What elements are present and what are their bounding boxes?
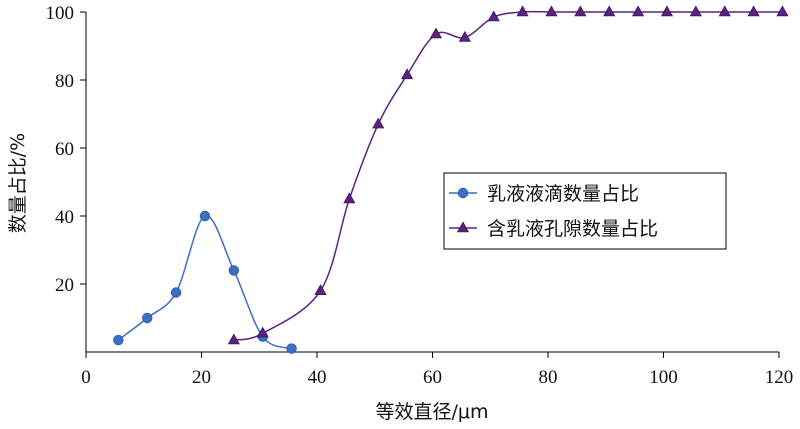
series-1 [113,210,297,354]
legend-box [443,172,727,250]
x-tick-label: 0 [81,367,91,388]
x-tick-label: 120 [765,367,794,388]
data-point [228,265,240,276]
data-point [227,333,240,345]
y-tick-label: 100 [46,3,75,24]
data-point [256,326,269,338]
data-point [113,334,124,346]
data-point [718,5,731,17]
data-point [142,312,153,324]
data-point [689,5,702,17]
series-2 [227,5,789,345]
data-point [747,5,760,17]
y-tick-label: 40 [55,207,74,228]
x-tick-label: 20 [192,367,211,388]
y-tick-label: 20 [55,275,74,296]
data-point [603,5,616,17]
x-axis-title: 等效直径/μm [376,401,489,423]
legend-marker-series-2 [456,221,470,233]
x-tick-label: 60 [423,367,442,388]
series-layer [113,5,789,354]
data-point [574,5,587,17]
data-point [545,5,558,17]
data-point [458,30,471,42]
data-point [314,284,327,296]
legend: 乳液液滴数量占比 含乳液孔隙数量占比 [443,172,727,250]
data-point [343,192,356,204]
x-tick-label: 40 [308,367,327,388]
data-point [516,5,529,17]
data-point [170,287,182,298]
y-tick-label: 60 [55,139,74,160]
y-axis-title: 数量占比/% [7,133,29,233]
y-tick-label: 80 [55,71,74,92]
legend-label-series-2: 含乳液孔隙数量占比 [487,218,658,240]
data-point [372,117,385,129]
data-point [776,5,789,17]
x-tick-label: 80 [539,367,558,388]
data-point [487,10,500,22]
legend-label-series-1: 乳液液滴数量占比 [487,183,639,205]
data-point [632,5,645,17]
data-point [199,210,211,222]
data-point [401,68,414,80]
data-point [429,27,443,39]
axes: 0 20 40 60 80 100 120 20 40 60 80 100 [46,3,794,388]
series-1-line [117,215,292,350]
legend-marker-series-1 [457,187,469,199]
data-point [286,343,297,354]
x-tick-label: 100 [649,367,678,388]
data-point [660,5,674,17]
